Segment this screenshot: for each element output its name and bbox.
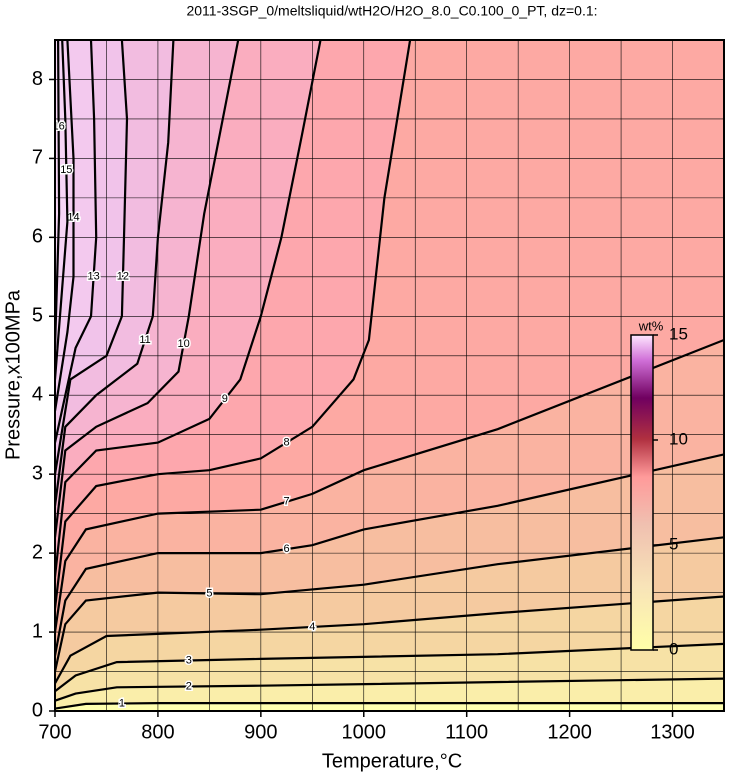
contour-label: 5 (206, 587, 212, 599)
colorbar-tick-label: 10 (669, 429, 688, 448)
contour-line (55, 40, 98, 443)
chart-title: 2011-3SGP_0/meltsliquid/wtH2O/H2O_8.0_C0… (186, 3, 597, 19)
y-axis-label: Pressure,x100MPa (2, 289, 24, 460)
contour-label: 14 (67, 212, 79, 224)
y-tick-label: 7 (32, 147, 43, 169)
contour-label: 16 (52, 121, 64, 133)
x-axis-label: Temperature,°C (322, 750, 462, 772)
plot-frame (54, 39, 725, 712)
x-tick-label: 700 (38, 721, 71, 743)
contour-label: 1 (119, 697, 125, 709)
x-tick-label: 1100 (445, 721, 488, 743)
x-tick-label: 900 (244, 721, 277, 743)
contour-label: 9 (222, 393, 228, 405)
contour-label: 2 (186, 680, 192, 692)
contour-line (55, 40, 75, 412)
colorbar-tick-label: 5 (669, 534, 678, 553)
contour-line (55, 642, 724, 693)
y-tick-label: 0 (32, 699, 43, 721)
y-tick-label: 8 (32, 68, 43, 90)
contour-line (55, 40, 129, 475)
contour-line (55, 536, 724, 672)
contour-line (55, 677, 724, 702)
contour-line (55, 40, 322, 577)
y-tick-label: 5 (32, 305, 43, 327)
contour-line (55, 40, 61, 348)
y-tick-label: 4 (32, 384, 43, 406)
contour-label: 7 (284, 496, 290, 508)
colorbar (630, 334, 654, 651)
contour-line (55, 453, 724, 656)
contour-line (55, 40, 240, 538)
x-tick-label: 1000 (342, 721, 387, 743)
contour-line (55, 702, 724, 710)
contour-line (55, 595, 724, 684)
x-tick-label: 800 (141, 721, 174, 743)
contour-line (55, 338, 724, 633)
contour-label: 6 (284, 543, 290, 555)
contour-line (55, 40, 412, 609)
contour-label: 4 (309, 621, 315, 633)
overlay: 700 800 900 1000 1100 1200 1300012345678wt%051… (32, 39, 725, 743)
contour-label: 12 (117, 271, 129, 283)
contour-label: 8 (284, 437, 290, 449)
contour-line (55, 40, 175, 506)
colorbar-tick-label: 15 (669, 324, 688, 343)
contour-label: 13 (87, 271, 99, 283)
y-tick-label: 2 (32, 541, 43, 563)
colorbar-tick-label: 0 (669, 639, 678, 658)
y-tick-label: 6 (32, 226, 43, 248)
contour-label: 10 (178, 338, 190, 350)
contour-label: 15 (60, 164, 72, 176)
contour-label: 3 (186, 654, 192, 666)
colorbar-label: wt% (638, 318, 664, 333)
x-tick-label: 1200 (547, 721, 592, 743)
x-tick-label: 1300 (650, 721, 695, 743)
contour-line (55, 40, 69, 380)
contour-label: 11 (139, 334, 150, 346)
y-tick-label: 3 (32, 462, 43, 484)
y-tick-label: 1 (32, 620, 43, 642)
